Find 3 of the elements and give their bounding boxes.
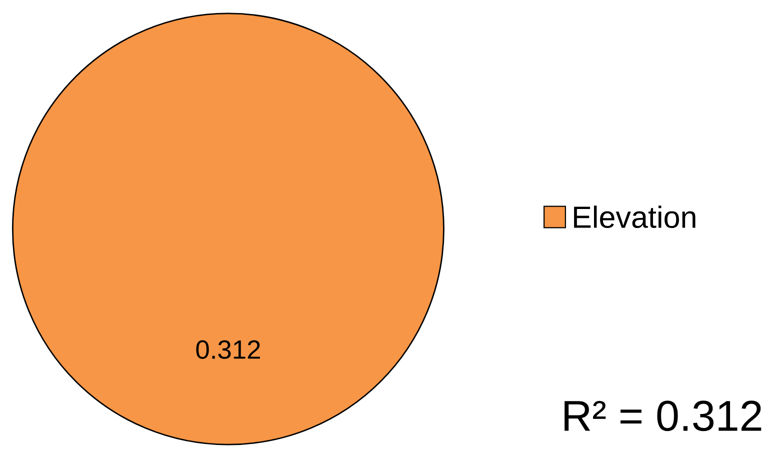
text: R² = 0.312	[564, 400, 762, 432]
legend-label: Elevation	[574, 206, 696, 228]
data-label: 0.312	[196, 340, 260, 359]
